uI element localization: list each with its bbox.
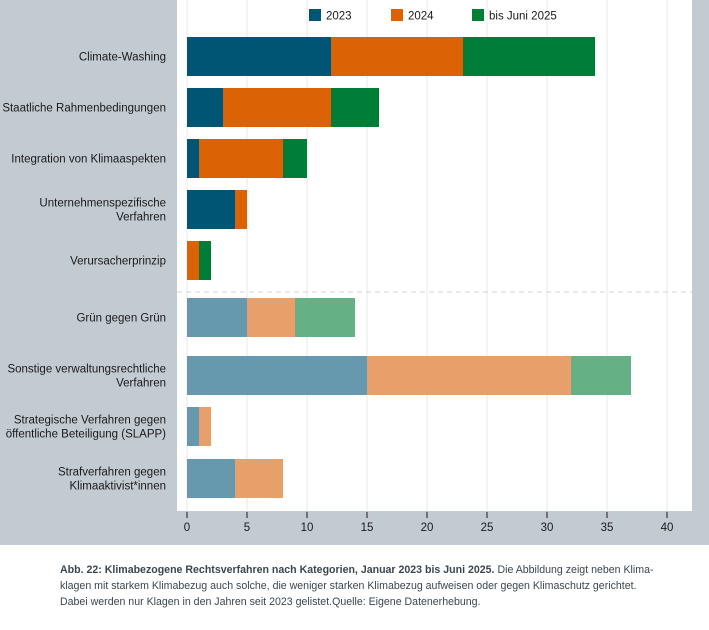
bar-segment-2024 [235,190,247,229]
x-tick-label: 10 [301,522,314,534]
x-tick-label: 35 [601,522,614,534]
category-label: Sonstige verwaltungsrechtliche Verfahren [7,364,166,390]
bar-segment-2024 [199,139,283,178]
figure-caption: Abb. 22: Klimabezogene Rechtsverfahren n… [60,562,660,610]
legend-swatch [309,9,321,21]
bar-segment-2023 [187,298,247,337]
bar-segment-2023 [187,37,331,76]
bar-segment-2023 [187,356,367,395]
legend-label: bis Juni 2025 [489,11,557,23]
category-label: Strategische Verfahren gegen öffentliche … [6,415,166,441]
x-tick-label: 30 [541,522,554,534]
bar-segment-bis-juni-2025 [295,298,355,337]
stacked-bar-chart: Climate-Washing Staatliche Rahmenbedingun… [2,0,692,534]
x-tick-label: 5 [244,522,250,534]
category-label: Grün gegen Grün [76,313,166,325]
category-label: Staatliche Rahmenbedingungen [2,103,166,115]
bar-segment-2023 [187,88,223,127]
bar-segment-2023 [187,190,235,229]
x-tick-label: 25 [481,522,494,534]
bar-segment-bis-juni-2025 [283,139,307,178]
legend-swatch [472,9,484,21]
bar-segment-2024 [247,298,295,337]
bar-segment-2024 [235,459,283,498]
bar-segment-2024 [331,37,463,76]
bar-segment-2024 [223,88,331,127]
category-label: Integration von Klimaaspekten [11,154,166,166]
bar-segment-2023 [187,459,235,498]
gridlines [186,0,668,511]
bar-segment-2023 [187,139,199,178]
x-tick-label: 0 [184,522,190,534]
plot-area [177,0,692,511]
legend: 2023 2024 bis Juni 2025 [309,9,557,23]
caption-title: Abb. 22: Klimabezogene Rechtsverfahren n… [60,564,495,576]
legend-label: 2024 [408,11,434,23]
caption-text: Die Abbildung zeigt neben Klima-klagen m… [60,564,654,608]
category-label: Climate-Washing [79,52,166,64]
bars [187,37,631,498]
bar-segment-2024 [187,241,199,280]
bar-segment-2024 [367,356,571,395]
x-tick-label: 40 [661,522,674,534]
category-label: Unternehmenspezifische Verfahren [39,198,166,224]
bar-segment-bis-juni-2025 [571,356,631,395]
bar-segment-2023 [187,407,199,446]
bar-segment-bis-juni-2025 [331,88,379,127]
x-tick-label: 20 [421,522,434,534]
category-label: Verursacherprinzip [70,256,166,268]
bar-segment-bis-juni-2025 [199,241,211,280]
figure-panel: Climate-Washing Staatliche Rahmenbedingun… [0,0,709,545]
legend-swatch [391,9,403,21]
category-labels: Climate-Washing Staatliche Rahmenbedingun… [2,52,166,493]
bar-segment-bis-juni-2025 [463,37,595,76]
category-label: Strafverfahren gegen Klimaaktivist*innen [58,467,166,493]
x-tick-label: 15 [361,522,374,534]
legend-label: 2023 [326,11,352,23]
bar-segment-2024 [199,407,211,446]
x-axis: 0 5 10 15 20 25 30 35 40 [184,512,674,534]
